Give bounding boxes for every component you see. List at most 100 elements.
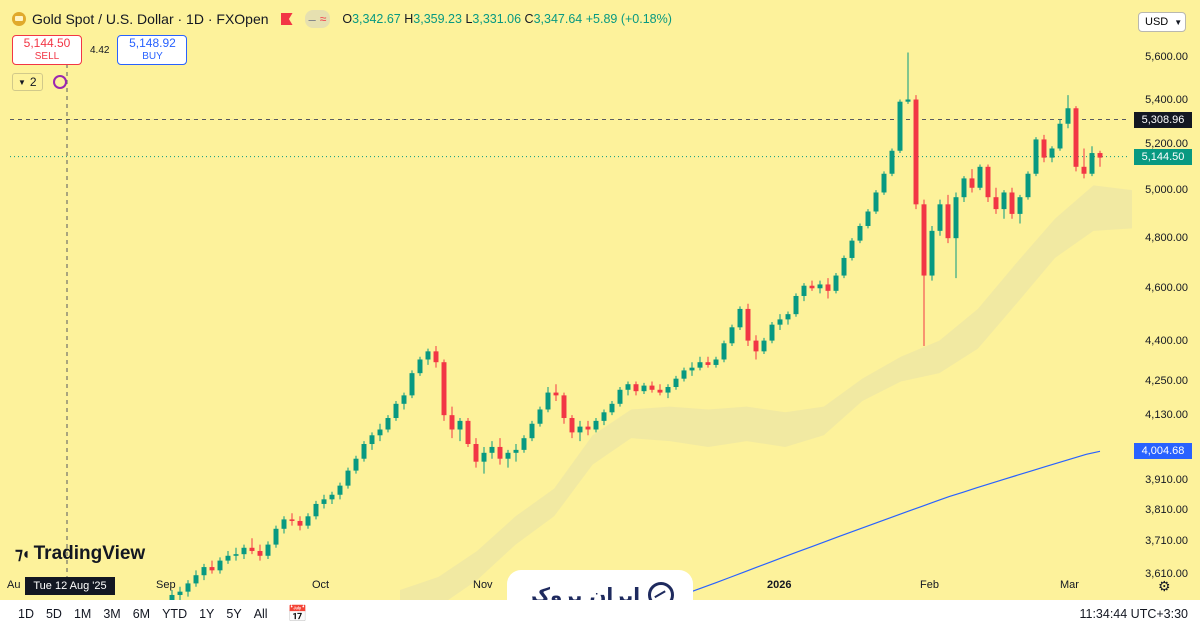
symbol-title[interactable]: Gold Spot / U.S. Dollar · 1D · FXOpen — [32, 11, 269, 27]
candle-body — [201, 567, 207, 576]
candle-body — [641, 385, 647, 392]
last-price-tag: 5,144.50 — [1134, 148, 1192, 165]
candle-body — [585, 426, 591, 430]
range-button-all[interactable]: All — [253, 607, 268, 621]
range-button-5d[interactable]: 5D — [45, 607, 62, 621]
candle-body — [817, 284, 823, 289]
candle-body — [1001, 192, 1007, 210]
candle-body — [593, 420, 599, 430]
candle-body — [905, 99, 911, 102]
candle-body — [745, 308, 751, 341]
candle-body — [1017, 197, 1023, 214]
minus-icon[interactable]: ‒ — [308, 11, 316, 27]
candle-body — [769, 324, 775, 341]
candle-body — [225, 555, 231, 561]
candle-body — [345, 470, 351, 486]
candle-body — [433, 351, 439, 363]
sync-icon[interactable] — [52, 75, 67, 89]
candle-body — [313, 503, 319, 517]
candle-body — [1057, 123, 1063, 149]
candle-body — [377, 429, 383, 436]
candle-body — [569, 418, 575, 433]
chevron-down-icon: ▼ — [1174, 17, 1183, 27]
chart-header: Gold Spot / U.S. Dollar · 1D · FXOpen ‒ … — [12, 10, 672, 28]
candle-body — [241, 547, 247, 555]
sell-button[interactable]: 5,144.50 SELL — [12, 35, 82, 65]
flag-icon[interactable] — [280, 13, 293, 25]
buy-button[interactable]: 5,148.92 BUY — [117, 35, 188, 65]
range-button-6m[interactable]: 6M — [132, 607, 151, 621]
candle-body — [881, 173, 887, 193]
time-axis-label: Sep — [156, 579, 176, 591]
time-axis-label: Au — [7, 579, 21, 591]
ohlc-l-label: L — [465, 12, 473, 26]
candle-body — [209, 567, 215, 571]
currency-select[interactable]: USD ▼ — [1138, 12, 1186, 32]
indicators-toggle[interactable]: ▼ 2 — [12, 73, 43, 91]
candle-body — [617, 389, 623, 404]
candle-body — [353, 458, 359, 471]
ohlc-high: 3,359.23 — [413, 12, 462, 26]
candle-body — [361, 444, 367, 459]
candle-body — [689, 367, 695, 371]
sell-price: 5,144.50 — [23, 36, 71, 50]
time-axis-label: Mar — [1060, 579, 1079, 591]
candle-body — [937, 204, 943, 231]
wave-icon[interactable]: ≈ — [319, 12, 327, 26]
price-axis-label: 5,400.00 — [1145, 93, 1188, 106]
candle-body — [985, 166, 991, 198]
range-button-ytd[interactable]: YTD — [162, 607, 188, 621]
candle-body — [473, 444, 479, 462]
candle-body — [921, 204, 927, 276]
range-button-1m[interactable]: 1M — [73, 607, 92, 621]
range-button-1d[interactable]: 1D — [18, 607, 34, 621]
candle-body — [705, 362, 711, 365]
clock[interactable]: 11:34:44 UTC+3:30 — [1079, 607, 1188, 621]
range-button-1y[interactable]: 1Y — [199, 607, 215, 621]
ma-price-tag: 4,004.68 — [1134, 443, 1192, 460]
candle-body — [441, 362, 447, 416]
candle-body — [801, 285, 807, 296]
range-button-3m[interactable]: 3M — [103, 607, 121, 621]
candle-body — [545, 392, 551, 410]
candle-body — [777, 319, 783, 325]
candle-body — [409, 373, 415, 396]
candle-body — [465, 420, 471, 445]
candle-body — [449, 415, 455, 430]
tradingview-watermark[interactable]: ⁊◖ TradingView — [15, 543, 145, 565]
buy-label: BUY — [142, 51, 163, 62]
candle-body — [793, 295, 799, 315]
chevron-down-icon: ▼ — [18, 77, 26, 87]
gear-icon[interactable]: ⚙ — [1158, 578, 1171, 594]
price-axis-label: 4,400.00 — [1145, 334, 1188, 347]
gold-symbol-icon — [12, 12, 26, 26]
last-price: 5,144.50 — [1141, 150, 1185, 163]
indicators-count: 2 — [29, 75, 37, 89]
range-button-5y[interactable]: 5Y — [226, 607, 242, 621]
candle-body — [953, 197, 959, 239]
calendar-icon[interactable]: 📅 — [287, 606, 308, 623]
candle-body — [945, 204, 951, 239]
candle-body — [553, 392, 559, 396]
indicators-row: ▼ 2 — [12, 73, 67, 91]
ichimoku-cloud — [400, 185, 1132, 621]
crosshair-date-tag: Tue 12 Aug '25 — [25, 577, 115, 595]
candle-body — [929, 230, 935, 276]
candle-body — [785, 314, 791, 320]
candle-body — [369, 435, 375, 445]
candle-body — [1089, 153, 1095, 174]
candle-body — [233, 554, 239, 556]
ohlc-low: 3,331.06 — [472, 12, 522, 26]
indicator-pill[interactable]: ‒ ≈ — [304, 10, 331, 28]
candle-body — [913, 99, 919, 205]
candle-body — [657, 389, 663, 393]
candle-body — [537, 409, 543, 424]
candle-body — [185, 583, 191, 592]
candle-body — [289, 519, 295, 521]
candle-body — [1033, 139, 1039, 174]
candle-body — [737, 308, 743, 328]
candle-body — [193, 575, 199, 584]
candle-body — [393, 403, 399, 419]
